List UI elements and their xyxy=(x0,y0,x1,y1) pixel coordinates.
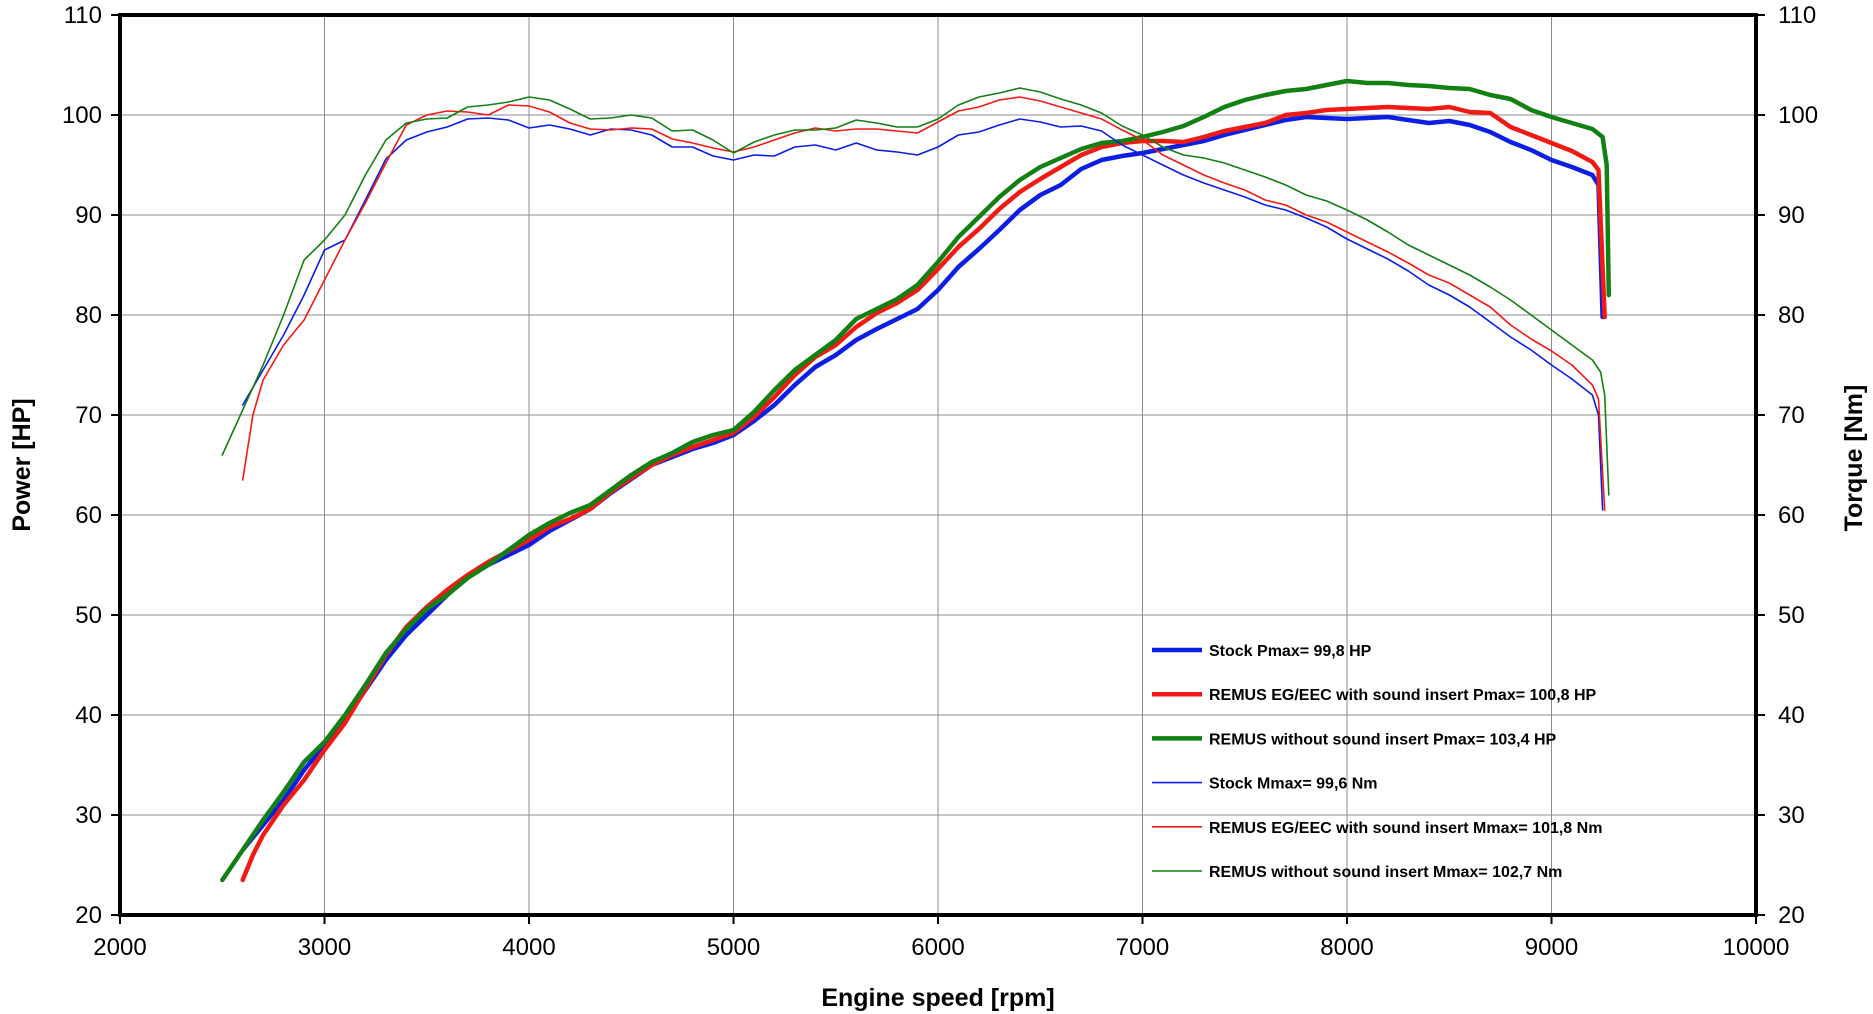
legend-label: Stock Pmax= 99,8 HP xyxy=(1209,643,1372,660)
series-line-6 xyxy=(221,87,1610,496)
x-tick-label: 10000 xyxy=(1723,934,1790,961)
y-tick-label-right: 90 xyxy=(1778,202,1805,229)
legend-label: Stock Mmax= 99,6 Nm xyxy=(1209,776,1378,793)
y-tick-label-right: 20 xyxy=(1778,902,1805,929)
legend-label: REMUS EG/EEC with sound insert Pmax= 100… xyxy=(1209,687,1597,704)
axis-ticks: 2000 3000 4000 5000 6000 7000 8000 9000 10000 20 2… xyxy=(62,2,1818,961)
series-line-2 xyxy=(240,104,1607,883)
y-axis-title-left: Power [HP] xyxy=(8,398,36,531)
x-tick-label: 2000 xyxy=(93,934,146,961)
y-tick-label-right: 60 xyxy=(1778,502,1805,529)
legend-label: REMUS EG/EEC with sound insert Mmax= 101… xyxy=(1209,820,1602,837)
x-axis-title: Engine speed [rpm] xyxy=(821,984,1054,1012)
y-tick-label-left: 90 xyxy=(75,202,102,229)
y-tick-label-left: 60 xyxy=(75,502,102,529)
y-tick-label-left: 50 xyxy=(75,602,102,629)
y-tick-label-left: 80 xyxy=(75,302,102,329)
x-tick-label: 6000 xyxy=(911,934,964,961)
y-tick-label-left: 100 xyxy=(62,102,102,129)
y-tick-label-left: 30 xyxy=(75,802,102,829)
y-tick-label-right: 110 xyxy=(1778,2,1816,29)
series-line-4 xyxy=(241,117,1604,511)
y-tick-label-left: 40 xyxy=(75,702,102,729)
y-tick-label-right: 70 xyxy=(1778,402,1805,429)
legend-label: REMUS without sound insert Pmax= 103,4 H… xyxy=(1209,731,1557,748)
x-tick-label: 8000 xyxy=(1320,934,1373,961)
x-tick-label: 7000 xyxy=(1116,934,1169,961)
x-tick-label: 4000 xyxy=(502,934,555,961)
series-line-3 xyxy=(220,78,1612,883)
x-tick-label: 5000 xyxy=(707,934,760,961)
x-tick-label: 9000 xyxy=(1525,934,1578,961)
legend: Stock Pmax= 99,8 HP REMUS EG/EEC with sou… xyxy=(1152,643,1602,881)
legend-label: REMUS without sound insert Mmax= 102,7 N… xyxy=(1209,864,1562,881)
series-lines xyxy=(220,78,1612,883)
grid-lines xyxy=(120,15,1756,915)
y-tick-label-right: 30 xyxy=(1778,802,1805,829)
y-tick-label-right: 40 xyxy=(1778,702,1805,729)
y-tick-label-right: 50 xyxy=(1778,602,1805,629)
y-axis-title-right: Torque [Nm] xyxy=(1840,385,1868,532)
y-tick-label-left: 70 xyxy=(75,402,102,429)
y-tick-label-right: 80 xyxy=(1778,302,1805,329)
y-tick-label-left: 110 xyxy=(64,2,102,29)
y-tick-label-right: 100 xyxy=(1778,102,1818,129)
series-line-5 xyxy=(241,96,1606,511)
y-tick-label-left: 20 xyxy=(75,902,102,929)
x-tick-label: 3000 xyxy=(298,934,351,961)
